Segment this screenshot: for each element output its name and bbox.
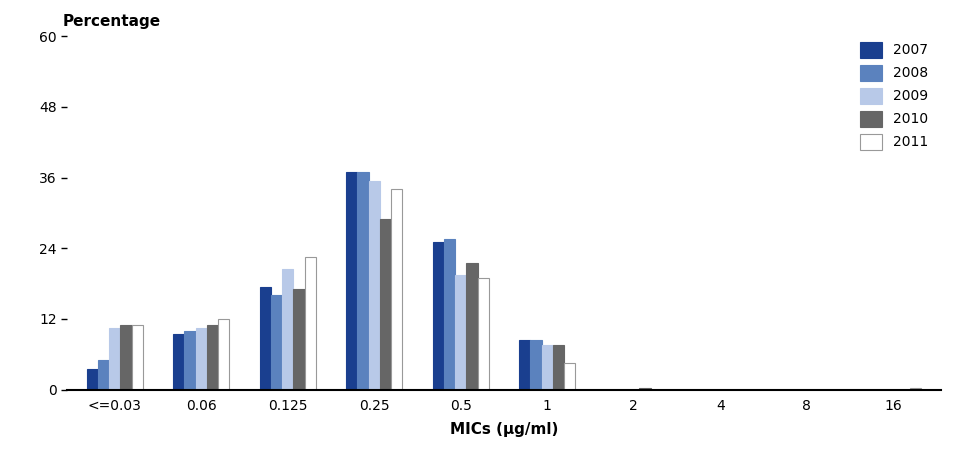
Bar — [478, 278, 489, 390]
Bar — [109, 328, 120, 390]
Bar — [380, 219, 391, 390]
Bar — [196, 328, 207, 390]
Bar — [282, 269, 294, 390]
Bar — [86, 369, 98, 390]
Bar — [271, 295, 282, 390]
Legend: 2007, 2008, 2009, 2010, 2011: 2007, 2008, 2009, 2010, 2011 — [854, 36, 934, 155]
Bar — [519, 340, 530, 390]
Bar — [444, 239, 455, 390]
Bar — [553, 345, 564, 390]
X-axis label: MICs (μg/ml): MICs (μg/ml) — [450, 422, 558, 437]
Bar — [455, 275, 467, 390]
Bar — [433, 242, 444, 390]
Bar — [98, 360, 109, 390]
Bar — [173, 333, 184, 390]
Bar — [207, 325, 218, 390]
Bar — [530, 340, 541, 390]
Bar — [304, 257, 316, 390]
Bar — [391, 189, 402, 390]
Bar — [120, 325, 132, 390]
Bar — [294, 289, 304, 390]
Bar — [541, 345, 553, 390]
Bar — [357, 172, 369, 390]
Bar — [369, 181, 380, 390]
Text: Percentage: Percentage — [62, 14, 160, 29]
Bar — [564, 363, 575, 390]
Bar — [184, 331, 196, 390]
Bar — [347, 172, 357, 390]
Bar — [132, 325, 143, 390]
Bar — [910, 388, 922, 390]
Bar — [467, 263, 478, 390]
Bar — [259, 287, 271, 390]
Bar — [639, 388, 651, 390]
Bar — [218, 319, 229, 390]
